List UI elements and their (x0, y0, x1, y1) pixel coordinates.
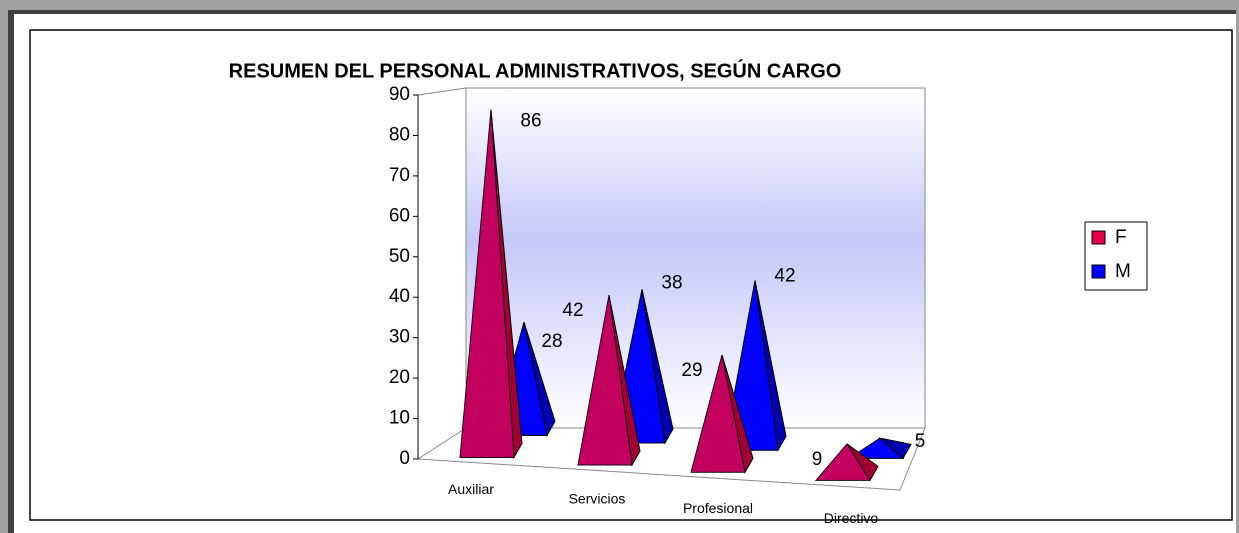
y-tick-label: 10 (389, 408, 410, 429)
legend-swatch (1091, 230, 1106, 245)
pyramid-shade (722, 355, 753, 473)
data-label: 9 (812, 449, 823, 470)
pyramid-shade (524, 322, 555, 436)
pyramid (459, 109, 523, 460)
pyramid-front (459, 109, 515, 458)
pyramid-shade (880, 438, 911, 459)
pyramid-front (814, 443, 871, 481)
x-tick-label: Profesional (683, 500, 753, 516)
pyramid (690, 354, 754, 474)
data-label: 28 (541, 331, 562, 352)
data-label: 86 (520, 111, 541, 132)
y-tick-label: 50 (389, 246, 410, 267)
pyramid-tint (691, 355, 745, 473)
pyramid (577, 295, 641, 467)
pyramid-shade (609, 295, 640, 466)
data-label: 5 (915, 431, 926, 452)
data-label: 29 (681, 360, 702, 381)
pyramid-shade (491, 109, 522, 458)
pyramid-tint (578, 295, 632, 466)
x-tick-label: Servicios (569, 491, 626, 507)
legend-label: M (1115, 261, 1131, 282)
pyramid-front (577, 295, 633, 466)
pyramid (847, 437, 912, 460)
y-tick-label: 80 (389, 124, 410, 145)
y-tick-label: 0 (399, 448, 410, 469)
pyramid-tint (816, 443, 870, 481)
pyramid-front (847, 437, 905, 459)
pyramid-shade (755, 280, 786, 451)
pyramid-shade (642, 289, 673, 444)
x-tick-label: Directivo (824, 510, 879, 526)
y-tick-label: 20 (389, 367, 410, 388)
floor (416, 427, 926, 491)
y-tick-label: 30 (389, 327, 410, 348)
side-edge (417, 87, 467, 96)
pyramid (814, 443, 879, 482)
data-label: 38 (661, 272, 682, 293)
legend-label: F (1115, 227, 1127, 248)
legend-swatch (1091, 264, 1106, 279)
pyramid-shade (847, 443, 878, 481)
y-tick-label: 60 (389, 205, 410, 226)
y-tick-label: 90 (389, 84, 410, 105)
x-tick-label: Auxiliar (448, 481, 494, 497)
data-label: 42 (774, 265, 795, 286)
chart-title: RESUMEN DEL PERSONAL ADMINISTRATIVOS, SE… (229, 58, 842, 82)
y-tick-label: 40 (389, 286, 410, 307)
y-tick-label: 70 (389, 165, 410, 186)
data-label: 42 (562, 300, 583, 321)
pyramid-front (690, 354, 746, 473)
pyramid-tint (460, 109, 514, 458)
